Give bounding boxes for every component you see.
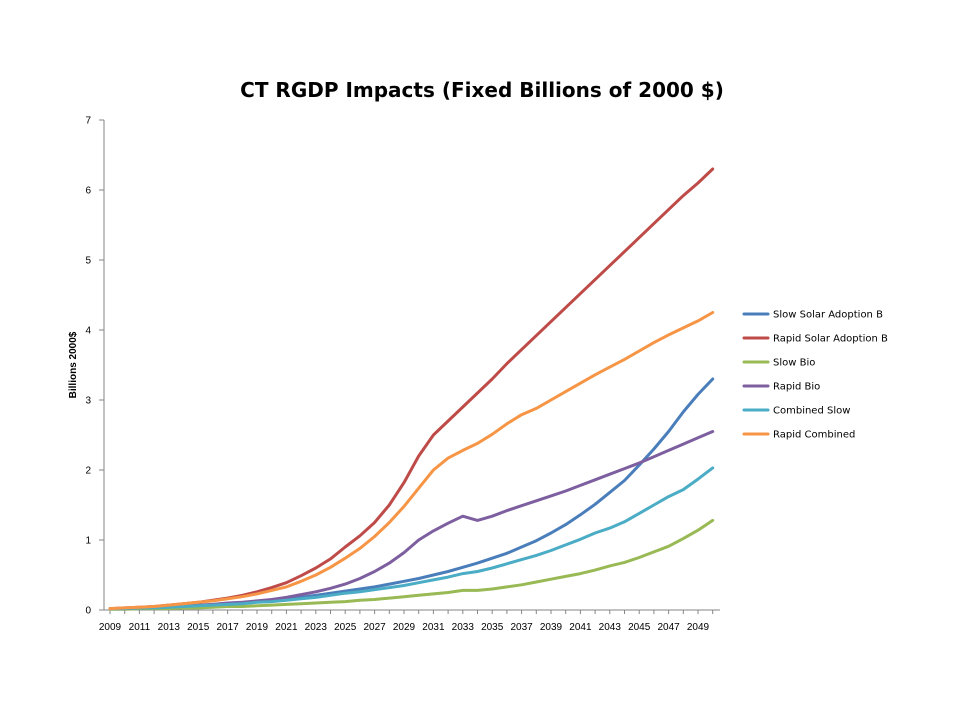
series-lines: [108, 167, 715, 611]
x-tick-label: 2031: [422, 622, 445, 633]
y-tick-label: 6: [85, 186, 91, 197]
y-axis-ticks: 0 1 2 3 4 5 6 7: [85, 116, 104, 617]
x-tick-label: 2033: [452, 622, 475, 633]
chart-title: CT RGDP Impacts (Fixed Billions of 2000 …: [240, 78, 724, 102]
x-tick-label: 2045: [628, 622, 651, 633]
legend-label: Slow Bio: [773, 358, 815, 369]
y-tick-label: 7: [85, 116, 91, 127]
x-tick-label: 2039: [540, 622, 563, 633]
x-tick-label: 2021: [275, 622, 298, 633]
y-tick-label: 1: [85, 536, 91, 547]
x-tick-label: 2019: [246, 622, 269, 633]
x-tick-label: 2041: [569, 622, 592, 633]
y-tick-label: 0: [85, 606, 91, 617]
legend-label: Rapid Combined: [773, 430, 855, 441]
series-line-4: [108, 466, 715, 611]
series-line-5: [108, 311, 715, 611]
series-line-1: [108, 167, 715, 611]
x-tick-label: 2035: [481, 622, 504, 633]
plot-area: 0 1 2 3 4 5 6 7 2009 2011 2013 2015 2017 2019 2021 202…: [85, 116, 720, 633]
x-tick-label: 2013: [158, 622, 181, 633]
x-tick-label: 2011: [129, 622, 151, 633]
x-tick-label: 2029: [393, 622, 416, 633]
y-tick-label: 2: [85, 466, 91, 477]
x-axis-ticks: 2009 2011 2013 2015 2017 2019 2021 2023 2025 2027…: [99, 610, 714, 633]
y-axis-title: Billions 2000$: [68, 331, 79, 398]
series-line-3: [108, 430, 715, 611]
legend-label: Combined Slow: [773, 406, 850, 417]
x-tick-label: 2015: [187, 622, 210, 633]
legend-label: Rapid Bio: [773, 382, 820, 393]
y-tick-label: 5: [85, 256, 91, 267]
x-tick-label: 2043: [599, 622, 622, 633]
x-tick-label: 2025: [334, 622, 357, 633]
x-tick-label: 2023: [305, 622, 328, 633]
legend-label: Slow Solar Adoption B: [773, 310, 883, 321]
x-tick-label: 2009: [99, 622, 122, 633]
x-tick-label: 2027: [363, 622, 386, 633]
legend: Slow Solar Adoption B Rapid Solar Adoptio…: [742, 310, 888, 441]
y-tick-label: 3: [85, 396, 91, 407]
x-tick-label: 2047: [657, 622, 680, 633]
series-line-2: [108, 518, 715, 611]
x-tick-label: 2049: [687, 622, 710, 633]
x-tick-label: 2017: [216, 622, 239, 633]
series-line-0: [108, 377, 715, 611]
legend-label: Rapid Solar Adoption B: [773, 334, 888, 345]
y-tick-label: 4: [85, 326, 91, 337]
x-tick-label: 2037: [510, 622, 533, 633]
